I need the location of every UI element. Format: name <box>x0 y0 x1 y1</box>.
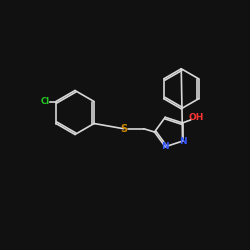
Text: N: N <box>179 137 186 146</box>
Text: OH: OH <box>188 114 204 122</box>
Text: S: S <box>120 124 127 134</box>
Text: Cl: Cl <box>41 97 50 106</box>
Text: N: N <box>161 142 169 152</box>
